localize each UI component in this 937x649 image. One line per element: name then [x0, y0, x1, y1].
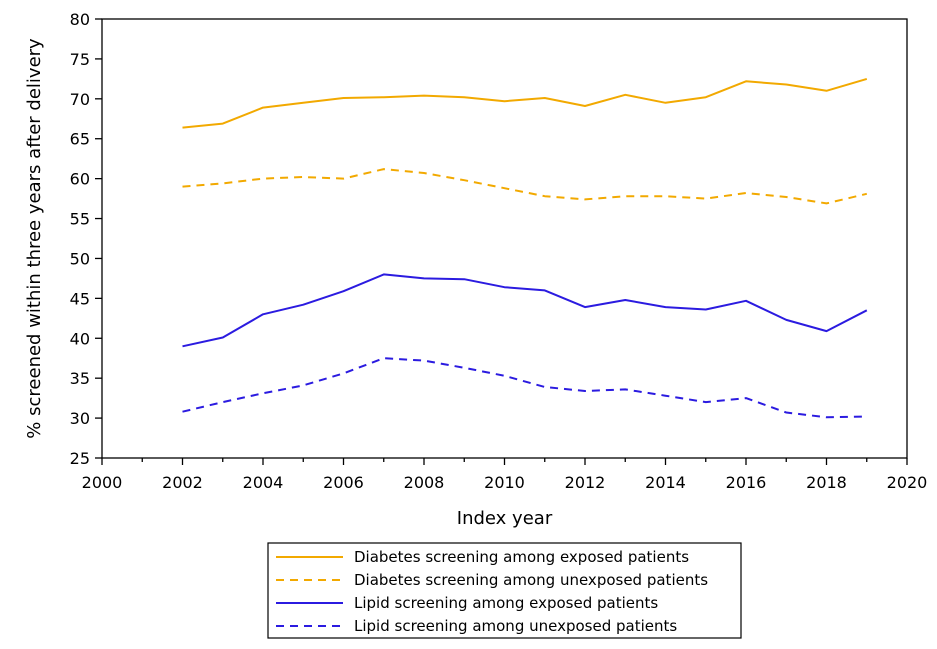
x-tick-label: 2010	[484, 473, 525, 492]
y-tick-label: 40	[70, 329, 90, 348]
x-axis: 2000 2002 2004 2006 2008 2010 2012 2014 2016 2018…	[82, 458, 928, 492]
y-tick-label: 35	[70, 369, 90, 388]
legend-box	[267, 542, 742, 639]
x-axis-title: Index year	[457, 508, 553, 529]
x-tick-label: 2012	[565, 473, 606, 492]
series-line-2	[182, 168, 868, 205]
x-tick-label: 2008	[404, 473, 445, 492]
series-line-3	[182, 273, 868, 348]
legend-label: Lipid screening among exposed patients	[354, 594, 658, 612]
legend: Diabetes screening among exposed patient…	[267, 542, 742, 639]
legend-label: Diabetes screening among unexposed patie…	[354, 571, 708, 589]
x-tick-label: 2016	[726, 473, 767, 492]
y-tick-label: 25	[70, 449, 90, 468]
x-tick-label: 2002	[162, 473, 203, 492]
x-tick-label: 2006	[323, 473, 364, 492]
x-tick-label: 2004	[243, 473, 284, 492]
y-axis: 25 30 35 40 45 50 55 60 65 70 75 80	[70, 10, 102, 468]
y-tick-label: 75	[70, 50, 90, 69]
y-tick-label: 80	[70, 10, 90, 29]
series-lines	[182, 77, 868, 419]
x-tick-label: 2014	[645, 473, 686, 492]
x-tick-label: 2000	[82, 473, 123, 492]
series-line-4	[182, 357, 867, 419]
legend-label: Lipid screening among unexposed patients	[354, 617, 677, 635]
y-tick-label: 70	[70, 90, 90, 109]
y-tick-label: 30	[70, 409, 90, 428]
y-tick-label: 65	[70, 130, 90, 149]
y-tick-label: 45	[70, 289, 90, 308]
x-tick-label: 2018	[806, 473, 847, 492]
series-line-1	[182, 77, 868, 129]
y-axis-title: % screened within three years after deli…	[24, 38, 45, 439]
x-tick-label: 2020	[887, 473, 928, 492]
y-tick-label: 55	[70, 210, 90, 229]
legend-label: Diabetes screening among exposed patient…	[354, 548, 689, 566]
y-tick-label: 60	[70, 170, 90, 189]
y-tick-label: 50	[70, 249, 90, 268]
